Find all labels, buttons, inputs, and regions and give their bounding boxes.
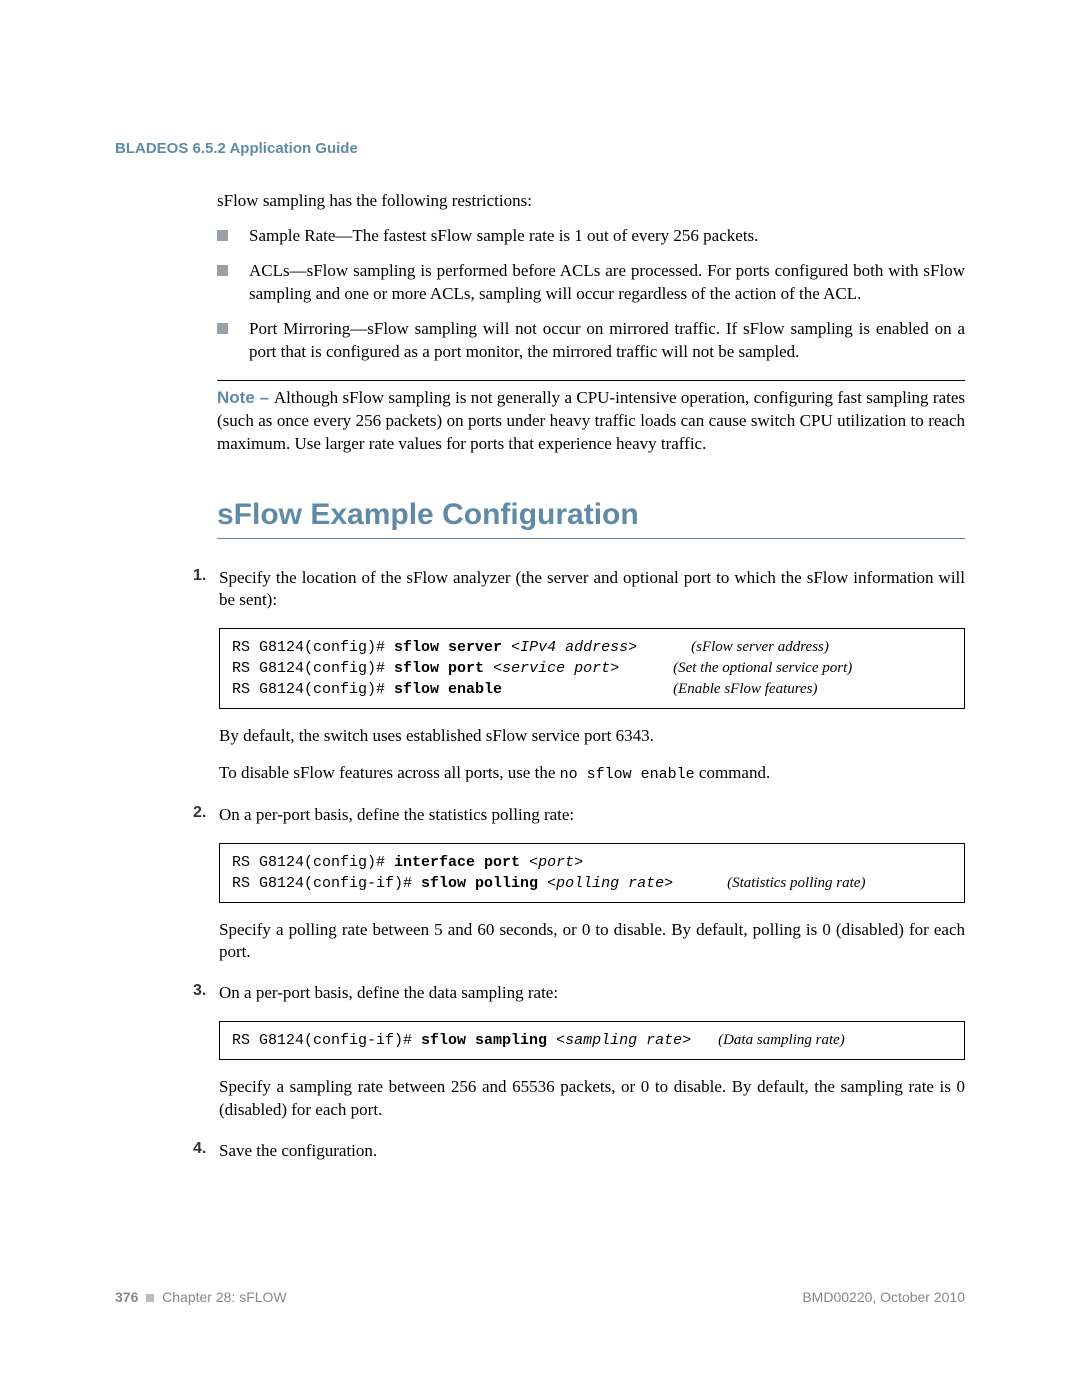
code-desc: (Set the optional service port): [673, 660, 852, 676]
code-arg: <sampling rate>: [556, 1032, 691, 1049]
step-list: Specify the location of the sFlow analyz…: [193, 567, 965, 1164]
code-command: sflow sampling: [421, 1032, 556, 1049]
text-span: To disable sFlow features across all por…: [219, 763, 560, 782]
list-item: Sample Rate—The fastest sFlow sample rat…: [217, 225, 965, 248]
inline-code: no sflow enable: [560, 766, 695, 783]
code-command: sflow port: [394, 660, 493, 677]
step-text: Specify the location of the sFlow analyz…: [219, 567, 965, 613]
code-prompt: RS G8124(config)#: [232, 681, 394, 698]
code-block: RS G8124(config)# sflow server <IPv4 add…: [219, 628, 965, 709]
code-prompt: RS G8124(config-if)#: [232, 875, 421, 892]
page-footer: 376 Chapter 28: sFLOW BMD00220, October …: [115, 1289, 965, 1305]
step-text: On a per-port basis, define the statisti…: [219, 804, 965, 827]
step-item: Specify the location of the sFlow analyz…: [193, 567, 965, 786]
code-block: RS G8124(config-if)# sflow sampling <sam…: [219, 1021, 965, 1060]
code-desc: (Enable sFlow features): [673, 681, 817, 697]
list-item: ACLs—sFlow sampling is performed before …: [217, 260, 965, 306]
note-label: Note –: [217, 388, 274, 407]
step-item: On a per-port basis, define the statisti…: [193, 804, 965, 965]
step-text: On a per-port basis, define the data sam…: [219, 982, 965, 1005]
code-command: interface port: [394, 854, 529, 871]
chapter-label: Chapter 28: sFLOW: [162, 1289, 287, 1305]
step-followup: Specify a sampling rate between 256 and …: [219, 1076, 965, 1122]
note-block: Note – Although sFlow sampling is not ge…: [217, 380, 965, 456]
step-text: Save the configuration.: [219, 1140, 965, 1163]
step-followup: To disable sFlow features across all por…: [219, 762, 965, 785]
document-header: BLADEOS 6.5.2 Application Guide: [115, 140, 965, 157]
note-text: Although sFlow sampling is not generally…: [217, 388, 965, 453]
code-desc: (Statistics polling rate): [727, 875, 865, 891]
intro-paragraph: sFlow sampling has the following restric…: [217, 191, 965, 211]
code-arg: <polling rate>: [547, 875, 673, 892]
code-block: RS G8124(config)# interface port <port> …: [219, 843, 965, 903]
code-command: sflow server: [394, 639, 511, 656]
code-arg: <IPv4 address>: [511, 639, 637, 656]
code-command: sflow polling: [421, 875, 547, 892]
code-prompt: RS G8124(config)#: [232, 639, 394, 656]
restriction-list: Sample Rate—The fastest sFlow sample rat…: [217, 225, 965, 364]
code-prompt: RS G8124(config-if)#: [232, 1032, 421, 1049]
step-followup: By default, the switch uses established …: [219, 725, 965, 748]
page-number: 376: [115, 1289, 138, 1305]
footer-right: BMD00220, October 2010: [802, 1289, 965, 1305]
code-prompt: RS G8124(config)#: [232, 660, 394, 677]
step-item: On a per-port basis, define the data sam…: [193, 982, 965, 1122]
step-followup: Specify a polling rate between 5 and 60 …: [219, 919, 965, 965]
code-desc: (sFlow server address): [691, 639, 829, 655]
step-item: Save the configuration.: [193, 1140, 965, 1163]
code-desc: (Data sampling rate): [718, 1032, 845, 1048]
section-heading: sFlow Example Configuration: [217, 498, 965, 539]
code-prompt: RS G8124(config)#: [232, 854, 394, 871]
code-command: sflow enable: [394, 681, 502, 698]
footer-left: 376 Chapter 28: sFLOW: [115, 1289, 287, 1305]
code-arg: <port>: [529, 854, 583, 871]
page-content: BLADEOS 6.5.2 Application Guide sFlow sa…: [0, 0, 1080, 1163]
list-item: Port Mirroring—sFlow sampling will not o…: [217, 318, 965, 364]
text-span: command.: [695, 763, 771, 782]
code-arg: <service port>: [493, 660, 619, 677]
square-icon: [146, 1294, 154, 1302]
